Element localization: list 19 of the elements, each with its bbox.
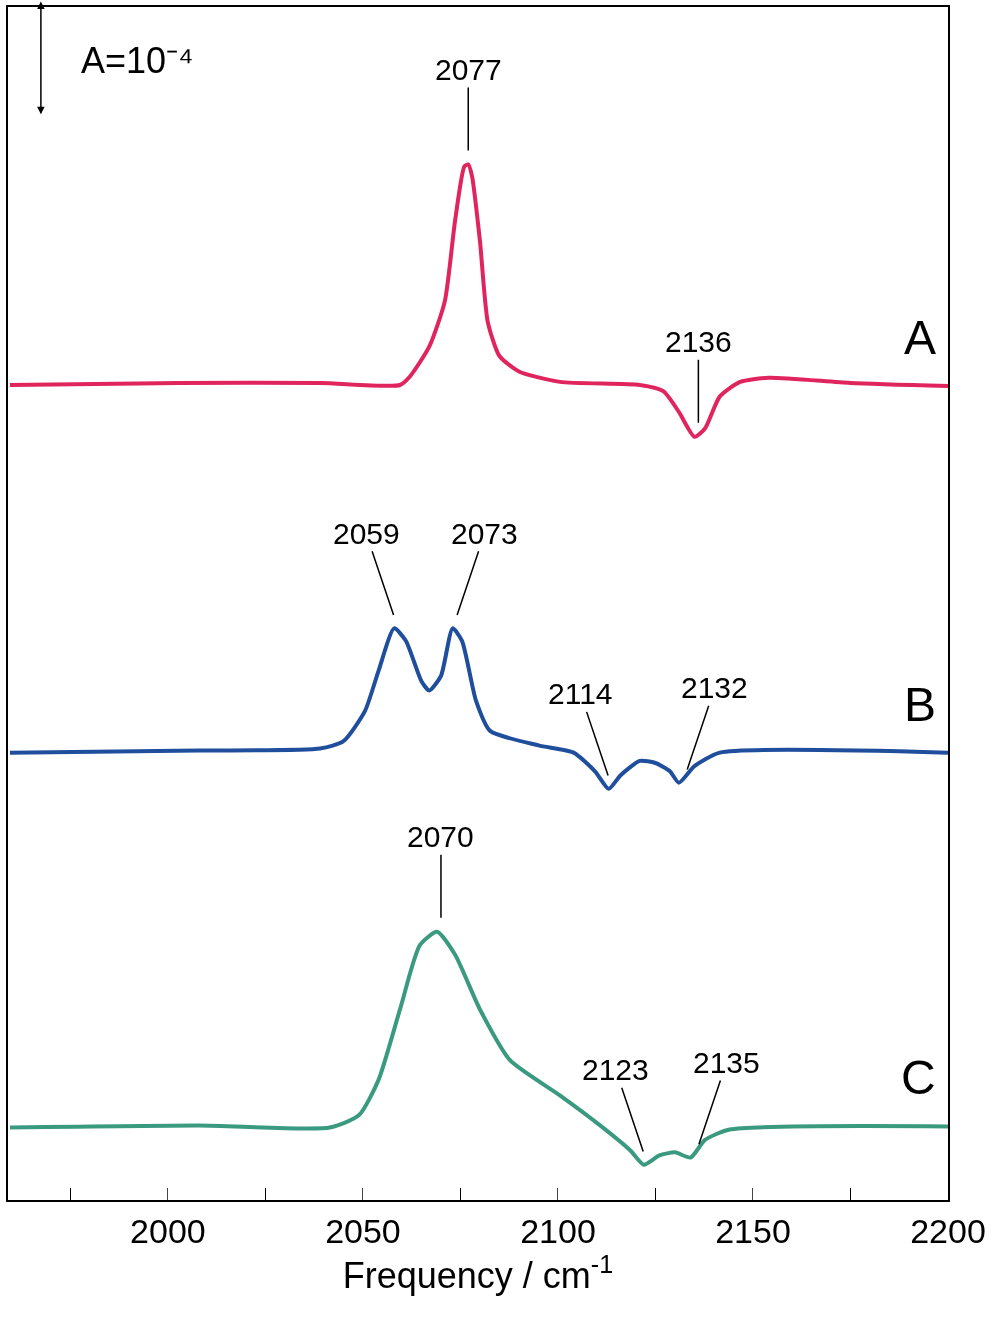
annotation: 2123 [582, 1053, 649, 1086]
annotation: 2077 [435, 53, 502, 86]
x-axis-title: Frequency / cm$^{-1}$ [342, 1249, 614, 1296]
x-tick-label: 2150 [715, 1211, 791, 1250]
series-label: C [901, 1051, 936, 1104]
x-tick-label: 2050 [325, 1211, 401, 1250]
x-tick-label: 2100 [520, 1211, 596, 1250]
annotation: 2136 [665, 325, 732, 358]
annotation: 2114 [548, 677, 613, 710]
x-tick-label: 2000 [130, 1211, 206, 1250]
annotation: 2070 [407, 820, 474, 853]
text: A=10⁻⁴ [81, 40, 194, 81]
series-label: B [904, 678, 937, 731]
annotation: 2073 [451, 517, 518, 550]
series-label: A [904, 311, 937, 364]
x-tick-label: 2200 [910, 1211, 986, 1250]
annotation: 2059 [333, 517, 400, 550]
annotation: 2132 [681, 671, 748, 704]
annotation: 2135 [693, 1046, 760, 1079]
